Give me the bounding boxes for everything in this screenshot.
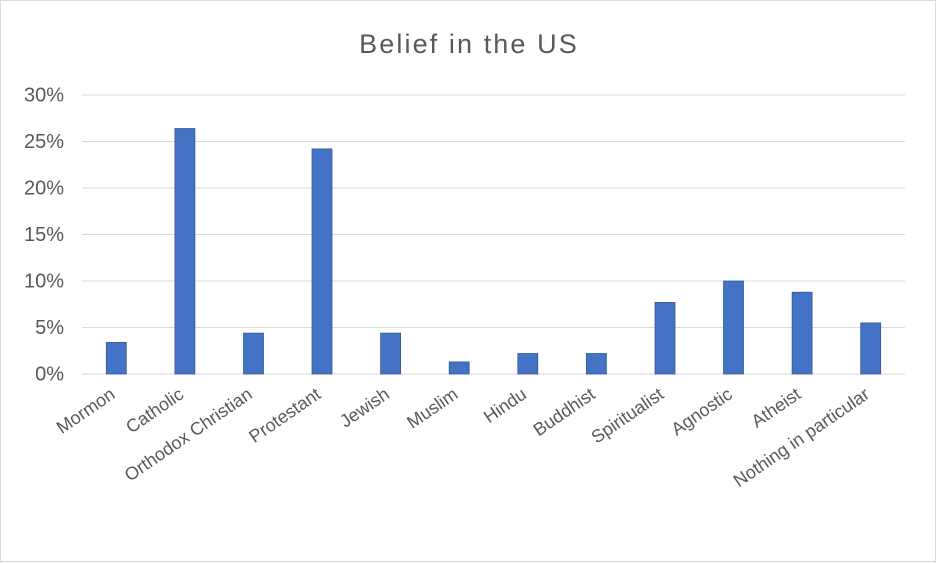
svg-text:5%: 5% [35,317,64,339]
svg-text:Orthodox Christian: Orthodox Christian [121,384,256,485]
svg-text:Protestant: Protestant [245,384,324,447]
svg-text:Spiritualist: Spiritualist [588,384,668,448]
svg-text:Atheist: Atheist [748,384,805,432]
svg-text:Mormon: Mormon [53,384,119,438]
svg-text:15%: 15% [24,224,64,246]
svg-text:Jewish: Jewish [336,384,393,432]
svg-text:25%: 25% [24,131,64,153]
svg-text:Hindu: Hindu [480,384,530,427]
svg-text:Muslim: Muslim [403,384,461,433]
svg-text:Agnostic: Agnostic [668,384,736,440]
svg-text:20%: 20% [24,178,64,200]
svg-text:10%: 10% [24,271,64,293]
svg-text:30%: 30% [24,85,64,107]
svg-text:0%: 0% [35,364,64,386]
